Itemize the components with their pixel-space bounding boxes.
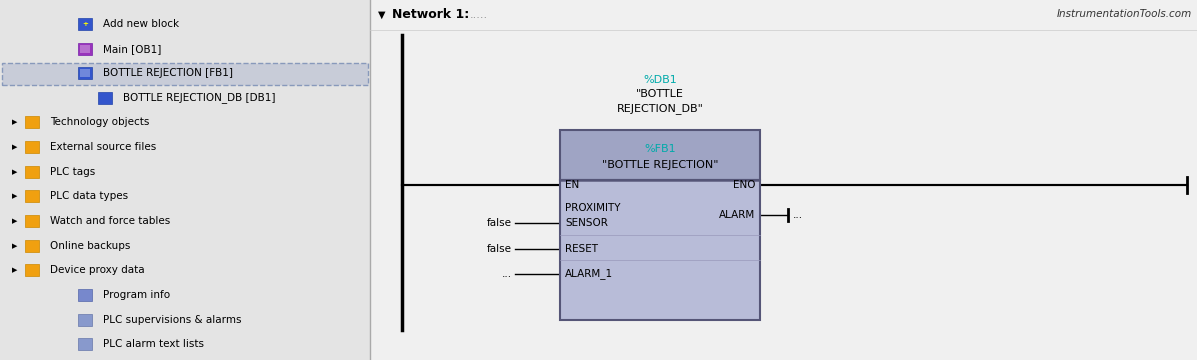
Bar bbox=[560, 130, 760, 180]
Text: PLC data types: PLC data types bbox=[50, 191, 128, 201]
Bar bbox=[78, 67, 92, 79]
Bar bbox=[78, 289, 92, 301]
Text: RESET: RESET bbox=[565, 244, 598, 254]
Bar bbox=[370, 0, 1197, 30]
Bar bbox=[80, 69, 90, 77]
Bar bbox=[25, 190, 40, 202]
Bar bbox=[25, 166, 40, 178]
Bar bbox=[80, 45, 90, 53]
Text: ▶: ▶ bbox=[12, 267, 18, 273]
Text: ALARM: ALARM bbox=[718, 210, 755, 220]
Text: .....: ..... bbox=[470, 10, 488, 20]
Text: External source files: External source files bbox=[50, 142, 157, 152]
Text: PLC alarm text lists: PLC alarm text lists bbox=[103, 339, 203, 349]
Bar bbox=[25, 141, 40, 153]
Text: Online backups: Online backups bbox=[50, 241, 130, 251]
Text: "BOTTLE: "BOTTLE bbox=[636, 89, 683, 99]
Text: REJECTION_DB": REJECTION_DB" bbox=[616, 103, 704, 114]
Text: Program info: Program info bbox=[103, 290, 170, 300]
Bar bbox=[560, 180, 760, 320]
Text: %FB1: %FB1 bbox=[644, 144, 676, 154]
Bar bbox=[2, 63, 367, 85]
Text: Main [OB1]: Main [OB1] bbox=[103, 44, 162, 54]
Text: +: + bbox=[83, 21, 87, 27]
Text: ...: ... bbox=[792, 210, 803, 220]
Bar bbox=[78, 338, 92, 350]
Text: ...: ... bbox=[502, 269, 512, 279]
Text: Technology objects: Technology objects bbox=[50, 117, 150, 127]
Text: ALARM_1: ALARM_1 bbox=[565, 269, 613, 279]
Text: false: false bbox=[487, 218, 512, 228]
Text: ▶: ▶ bbox=[12, 169, 18, 175]
Bar bbox=[25, 215, 40, 227]
Text: Add new block: Add new block bbox=[103, 19, 180, 29]
Text: "BOTTLE REJECTION": "BOTTLE REJECTION" bbox=[602, 160, 718, 170]
Bar bbox=[0, 0, 370, 360]
Bar bbox=[25, 240, 40, 252]
Text: Device proxy data: Device proxy data bbox=[50, 265, 145, 275]
Text: ▶: ▶ bbox=[12, 144, 18, 150]
Text: PLC supervisions & alarms: PLC supervisions & alarms bbox=[103, 315, 242, 325]
Text: SENSOR: SENSOR bbox=[565, 218, 608, 228]
Text: ▶: ▶ bbox=[12, 218, 18, 224]
Bar bbox=[78, 18, 92, 30]
Text: PROXIMITY: PROXIMITY bbox=[565, 203, 620, 213]
Bar bbox=[98, 92, 113, 104]
Text: ▶: ▶ bbox=[12, 243, 18, 249]
Text: Network 1:: Network 1: bbox=[391, 9, 469, 22]
Bar bbox=[78, 314, 92, 326]
Text: ▶: ▶ bbox=[12, 119, 18, 125]
Bar bbox=[78, 43, 92, 55]
Text: BOTTLE REJECTION_DB [DB1]: BOTTLE REJECTION_DB [DB1] bbox=[123, 93, 275, 103]
Text: PLC tags: PLC tags bbox=[50, 167, 96, 177]
Text: ENO: ENO bbox=[733, 180, 755, 190]
Text: ▼: ▼ bbox=[378, 10, 385, 20]
Text: false: false bbox=[487, 244, 512, 254]
Bar bbox=[25, 116, 40, 128]
Text: InstrumentationTools.com: InstrumentationTools.com bbox=[1057, 9, 1192, 19]
Text: BOTTLE REJECTION [FB1]: BOTTLE REJECTION [FB1] bbox=[103, 68, 233, 78]
Bar bbox=[25, 264, 40, 276]
Text: Watch and force tables: Watch and force tables bbox=[50, 216, 170, 226]
Text: EN: EN bbox=[565, 180, 579, 190]
Text: ▶: ▶ bbox=[12, 193, 18, 199]
Text: %DB1: %DB1 bbox=[643, 75, 676, 85]
